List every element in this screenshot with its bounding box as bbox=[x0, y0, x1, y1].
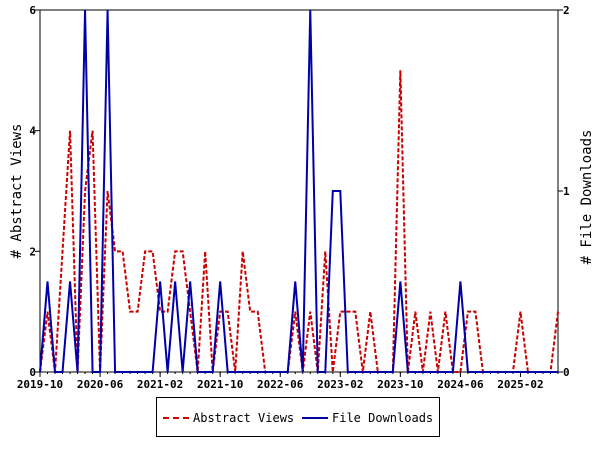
legend-item-file-downloads: File Downloads bbox=[302, 410, 433, 426]
left-y-tick-label: 4 bbox=[29, 125, 36, 138]
abstract-views-line bbox=[39, 70, 559, 373]
left-y-tick-label: 0 bbox=[29, 366, 36, 379]
legend: Abstract Views File Downloads bbox=[156, 397, 440, 437]
x-tick-label: 2024-06 bbox=[437, 378, 484, 391]
legend-label-abstract-views: Abstract Views bbox=[193, 411, 295, 425]
plot-area bbox=[39, 9, 559, 373]
x-tick-label: 2021-02 bbox=[137, 378, 183, 391]
right-y-axis-ticks: 0 1 2 bbox=[558, 4, 570, 379]
left-y-tick-label: 2 bbox=[29, 245, 36, 258]
left-y-axis-title: # Abstract Views bbox=[9, 124, 25, 259]
left-y-axis-ticks: 0 2 4 6 bbox=[29, 4, 40, 379]
right-y-axis-title: # File Downloads bbox=[579, 130, 595, 265]
x-tick-label: 2022-06 bbox=[257, 378, 304, 391]
series-layer bbox=[39, 9, 559, 373]
x-tick-label: 2020-06 bbox=[77, 378, 124, 391]
x-axis-ticks: 2019-10 2020-06 2021-02 2021-10 2022-06 2023-… bbox=[17, 372, 559, 391]
legend-label-file-downloads: File Downloads bbox=[332, 411, 434, 425]
x-tick-label: 2019-10 bbox=[17, 378, 63, 391]
legend-item-abstract-views: Abstract Views bbox=[163, 410, 294, 426]
right-y-tick-label: 2 bbox=[563, 4, 570, 17]
x-tick-label: 2021-10 bbox=[197, 378, 243, 391]
x-tick-label: 2023-10 bbox=[377, 378, 423, 391]
file-downloads-line bbox=[39, 9, 558, 373]
left-y-tick-label: 6 bbox=[29, 4, 36, 17]
right-y-tick-label: 1 bbox=[563, 185, 570, 198]
legend-swatch-abstract-views bbox=[163, 417, 189, 419]
legend-swatch-file-downloads bbox=[302, 417, 328, 419]
right-y-tick-label: 0 bbox=[563, 366, 570, 379]
x-tick-label: 2025-02 bbox=[497, 378, 543, 391]
x-tick-label: 2023-02 bbox=[317, 378, 363, 391]
